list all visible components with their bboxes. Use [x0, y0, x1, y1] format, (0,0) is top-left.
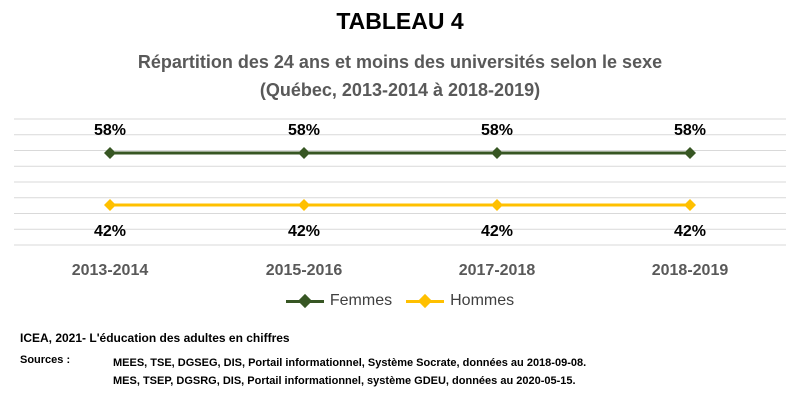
data-point-hommes — [104, 199, 116, 211]
x-tick-label: 2015-2016 — [266, 262, 343, 279]
data-label-hommes: 42% — [94, 223, 126, 240]
sources-label: Sources : — [20, 354, 71, 366]
source-line: MEES, TSE, DGSEG, DIS, Portail informati… — [113, 357, 587, 369]
data-label-femmes: 58% — [94, 122, 126, 139]
data-point-hommes — [491, 199, 503, 211]
data-point-femmes — [104, 147, 116, 159]
chart-subtitle: Répartition des 24 ans et moins des univ… — [0, 48, 800, 104]
chart-legend: Femmes Hommes — [0, 292, 800, 310]
x-tick-label: 2018-2019 — [652, 262, 729, 279]
data-label-femmes: 58% — [288, 122, 320, 139]
data-point-femmes — [684, 147, 696, 159]
data-label-femmes: 58% — [481, 122, 513, 139]
legend-label-hommes: Hommes — [450, 292, 515, 309]
chart-title: TABLEAU 4 — [336, 8, 464, 34]
legend-item-hommes: Hommes — [406, 292, 514, 310]
x-tick-label: 2017-2018 — [459, 262, 536, 279]
legend-swatch-femmes — [285, 293, 324, 309]
footer-source-title: ICEA, 2021- L'éducation des adultes en c… — [20, 331, 290, 345]
data-label-femmes: 58% — [674, 122, 706, 139]
data-point-femmes — [298, 147, 310, 159]
data-point-hommes — [298, 199, 310, 211]
source-line: MES, TSEP, DGSRG, DIS, Portail informati… — [113, 375, 576, 387]
data-label-hommes: 42% — [288, 223, 320, 240]
subtitle-line-1: Répartition des 24 ans et moins des univ… — [137, 52, 663, 72]
legend-swatch-hommes — [406, 293, 445, 309]
x-tick-label: 2013-2014 — [72, 262, 149, 279]
data-label-hommes: 42% — [674, 223, 706, 240]
data-label-hommes: 42% — [481, 223, 513, 240]
legend-item-femmes: Femmes — [285, 292, 393, 310]
data-point-femmes — [491, 147, 503, 159]
subtitle-line-2: (Québec, 2013-2014 à 2018-2019) — [259, 80, 541, 100]
data-point-hommes — [684, 199, 696, 211]
sources-list: MEES, TSE, DGSEG, DIS, Portail informati… — [113, 354, 586, 390]
line-chart: 58% 58% 58% 58% 42% 42% 42% 42% 2013-2014 2015-20… — [14, 118, 786, 279]
legend-label-femmes: Femmes — [329, 292, 393, 309]
